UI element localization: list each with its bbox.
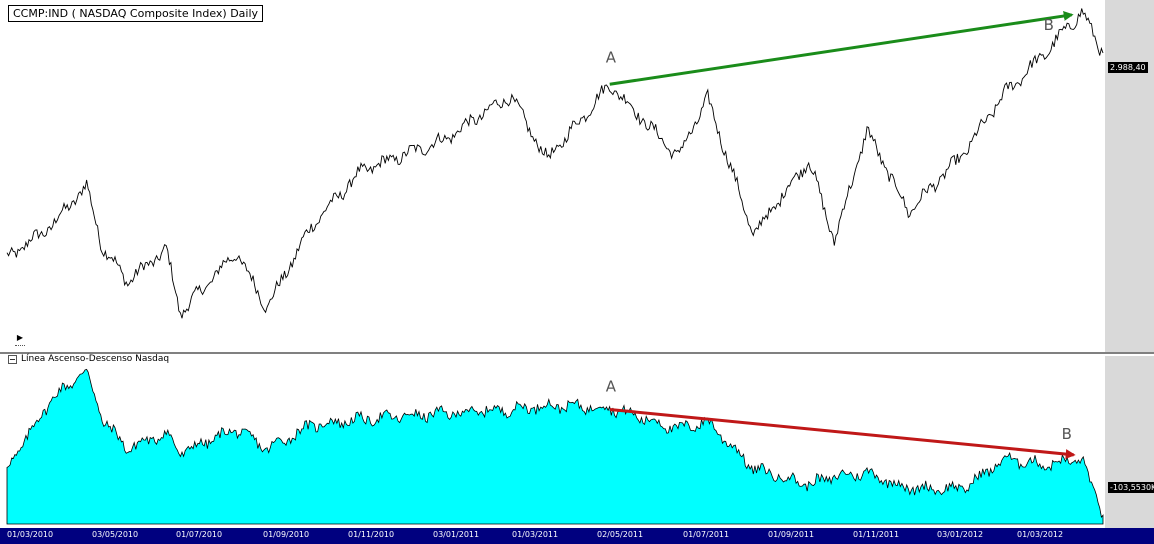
trend-arrow-up (609, 11, 1074, 86)
date-tick-label: 01/11/2010 (348, 530, 395, 539)
date-tick-label: 01/03/2012 (1017, 530, 1064, 539)
date-tick-label: 01/09/2011 (768, 530, 815, 539)
bottom-panel-title: Línea Ascenso-Descenso Nasdaq (8, 354, 169, 364)
date-tick-label: 01/03/2011 (512, 530, 559, 539)
date-tick-label: 03/01/2012 (937, 530, 984, 539)
date-tick-label: 01/03/2010 (7, 530, 54, 539)
trend-arrow-down (609, 407, 1076, 460)
top-annotation-a: A (606, 48, 617, 66)
top-annotation-b: B (1044, 16, 1054, 34)
date-tick-label: 01/07/2010 (176, 530, 223, 539)
date-tick-label: 02/05/2011 (597, 530, 644, 539)
top-panel-title: CCMP:IND ( NASDAQ Composite Index) Daily (8, 5, 264, 22)
date-tick-label: 01/11/2011 (853, 530, 900, 539)
bottom-annotation-b: B (1062, 425, 1072, 443)
bottom-annotation-a: A (606, 377, 617, 395)
collapse-icon[interactable] (8, 354, 17, 364)
top-scale-area (1105, 0, 1154, 352)
play-icon[interactable]: ▶ (15, 333, 25, 346)
date-tick-label: 03/05/2010 (92, 530, 139, 539)
bottom-panel-title-text: Línea Ascenso-Descenso Nasdaq (21, 354, 170, 364)
top-last-value-badge: 2.988,40 (1108, 62, 1148, 73)
date-tick-label: 01/07/2011 (683, 530, 730, 539)
nasdaq-price-line (6, 8, 1104, 319)
date-tick-label: 03/01/2011 (433, 530, 480, 539)
date-tick-label: 01/09/2010 (263, 530, 310, 539)
bottom-last-value-badge: -103,5530K (1108, 482, 1154, 493)
date-axis-bar (0, 528, 1154, 544)
advance-decline-area (6, 368, 1104, 525)
bottom-scale-area (1105, 356, 1154, 528)
